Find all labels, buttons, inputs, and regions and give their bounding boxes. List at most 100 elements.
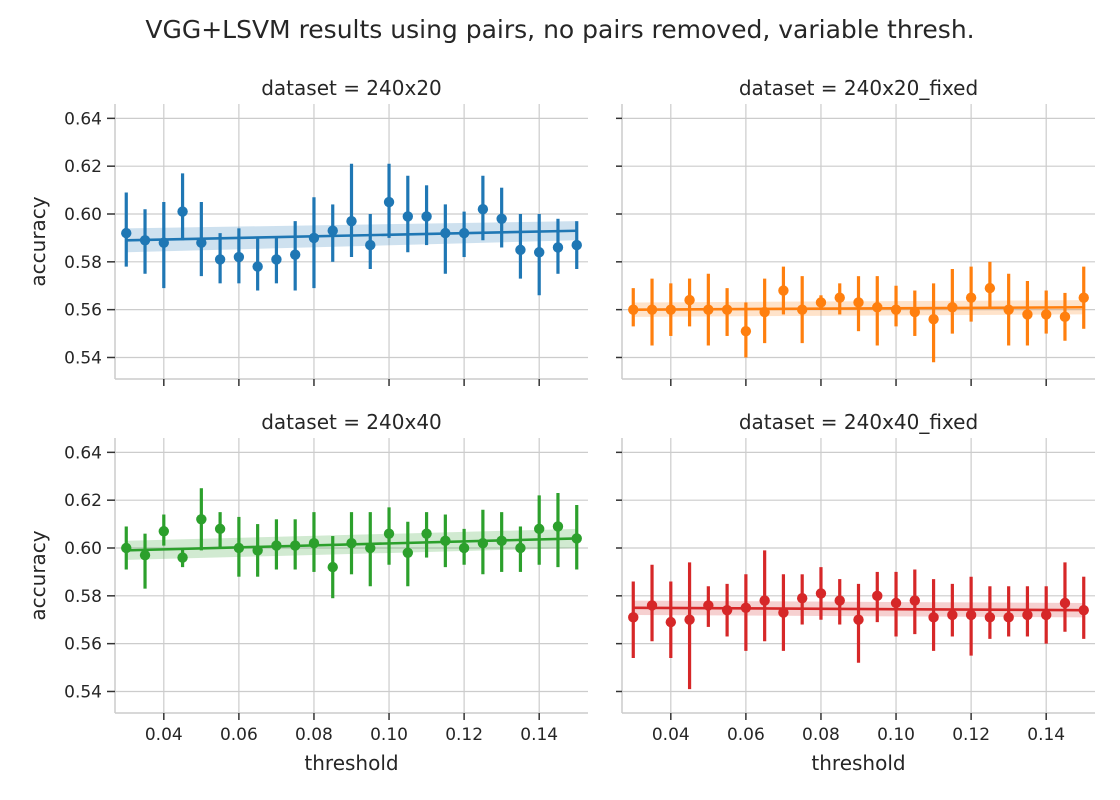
data-point (1003, 304, 1014, 315)
data-point (440, 535, 451, 547)
data-point (252, 545, 263, 556)
x-tick-label: 0.08 (802, 725, 840, 745)
data-point (421, 528, 432, 539)
data-point (327, 561, 338, 573)
data-point (1059, 597, 1071, 609)
x-tick-label: 0.12 (445, 725, 483, 745)
y-axis-label: accuracy (26, 530, 50, 620)
data-point (214, 254, 226, 265)
x-tick-label: 0.08 (295, 725, 333, 745)
data-point (515, 542, 526, 554)
data-point (628, 304, 639, 315)
data-point (928, 314, 939, 325)
data-point (759, 595, 770, 606)
data-point (196, 514, 207, 525)
data-point (365, 239, 376, 251)
data-point (1040, 309, 1052, 320)
data-point (984, 612, 996, 623)
data-point (628, 612, 639, 623)
panels-layer: 0.54 0.56 0.58 0.60 0.62 0.64 dataset = 240x20… (26, 76, 1095, 775)
data-point (252, 261, 263, 272)
data-point (853, 614, 864, 625)
y-tick-label: 0.64 (64, 443, 102, 463)
y-tick-label: 0.54 (64, 348, 102, 368)
y-tick-label: 0.60 (64, 205, 102, 225)
data-point (533, 247, 545, 258)
data-point (1059, 311, 1071, 323)
data-point (402, 211, 414, 222)
data-point (778, 285, 789, 296)
data-point (890, 597, 902, 609)
data-point (177, 552, 188, 563)
x-tick-label: 0.14 (520, 725, 558, 745)
data-point (158, 237, 170, 248)
data-point (815, 297, 827, 308)
data-point (233, 542, 245, 554)
data-point (271, 540, 282, 551)
data-point (909, 595, 921, 606)
data-point (515, 244, 526, 256)
data-point (458, 227, 470, 239)
data-point (289, 540, 301, 551)
data-point (853, 297, 864, 308)
data-point (233, 251, 245, 263)
data-point (646, 304, 658, 315)
data-point (947, 609, 958, 621)
data-point (815, 588, 827, 599)
facet-panel: 0.04 0.06 0.08 0.10 0.12 0.14 dataset = 240x40… (616, 410, 1095, 775)
data-point (965, 292, 977, 303)
data-point (477, 538, 489, 549)
data-point (684, 614, 695, 625)
data-point (703, 600, 714, 611)
data-point (496, 535, 507, 547)
data-point (721, 304, 733, 315)
data-point (1022, 309, 1033, 320)
y-tick-label: 0.58 (64, 253, 102, 273)
data-point (1078, 604, 1089, 616)
data-point (890, 304, 902, 315)
data-point (1078, 292, 1089, 303)
data-point (440, 227, 451, 239)
data-point (1003, 612, 1014, 623)
facet-title: dataset = 240x20_fixed (739, 76, 978, 100)
data-point (759, 306, 770, 318)
y-axis-label: accuracy (26, 196, 50, 286)
facet-panel: dataset = 240x20_fixed (616, 76, 1095, 386)
data-point (158, 526, 170, 537)
data-point (872, 590, 883, 602)
data-point (139, 235, 151, 246)
facet-title: dataset = 240x20 (261, 76, 442, 100)
data-point (684, 294, 695, 306)
data-point (740, 602, 752, 613)
data-point (703, 304, 714, 315)
data-point (271, 254, 282, 265)
y-tick-label: 0.58 (64, 587, 102, 607)
data-point (1040, 609, 1052, 621)
data-point (571, 239, 582, 251)
data-point (778, 607, 789, 618)
data-point (533, 523, 545, 535)
data-point (947, 302, 958, 313)
data-point (177, 206, 188, 217)
x-tick-label: 0.04 (652, 725, 690, 745)
data-point (289, 249, 301, 260)
data-point (365, 542, 376, 554)
data-point (928, 612, 939, 623)
data-point (740, 325, 752, 337)
data-point (834, 292, 845, 303)
x-tick-label: 0.12 (952, 725, 990, 745)
facet-panel: 0.54 0.56 0.58 0.60 0.62 0.64 0.04 0.06 0.08 0.10… (26, 410, 588, 775)
data-point (458, 542, 470, 554)
data-point (346, 538, 357, 549)
data-point (308, 232, 320, 244)
data-point (665, 616, 677, 628)
data-point (121, 227, 132, 239)
data-point (383, 528, 395, 539)
data-point (121, 542, 132, 554)
y-tick-label: 0.56 (64, 301, 102, 321)
data-point (139, 549, 151, 561)
y-tick-label: 0.64 (64, 109, 102, 129)
data-point (552, 242, 564, 253)
data-point (402, 547, 414, 558)
